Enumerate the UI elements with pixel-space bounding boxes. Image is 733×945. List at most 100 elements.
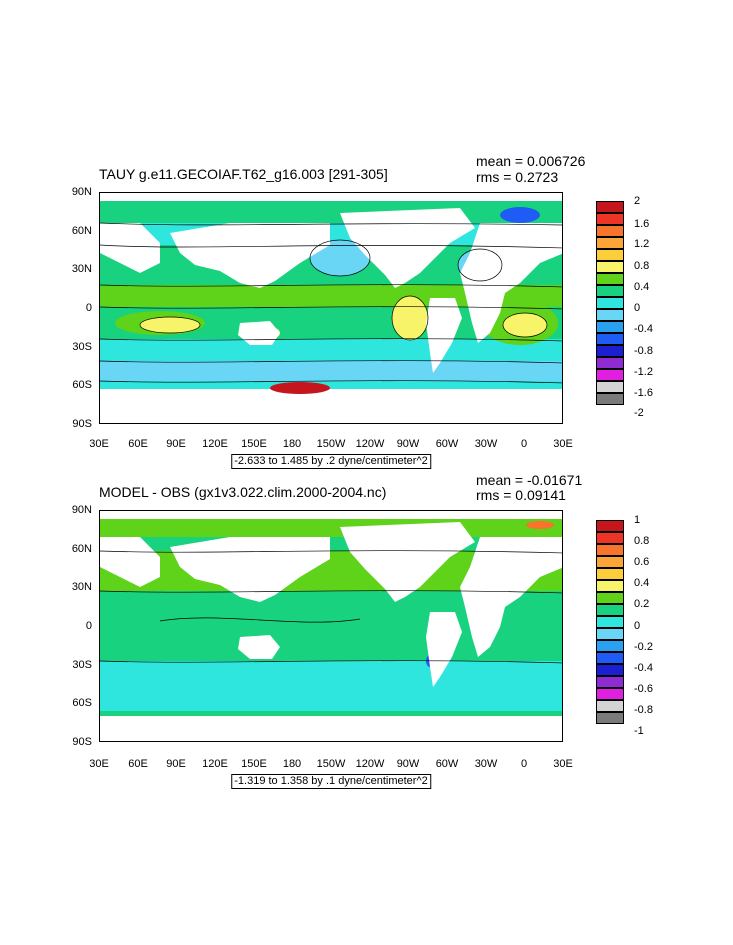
australia-land: [238, 635, 280, 659]
colorbar-label: 0.8: [634, 535, 650, 547]
contour-range-info: -1.319 to 1.358 by .1 dyne/centimeter^2: [231, 774, 431, 789]
antarctica-land: [100, 389, 562, 423]
lat-label-0: 0: [85, 620, 92, 632]
colorbar-label: 0: [634, 302, 641, 314]
colorbar-swatch: [596, 225, 624, 237]
colorbar-swatch: [596, 261, 624, 273]
ross-sea-strong: [270, 382, 330, 394]
world-map: [99, 510, 563, 742]
colorbar-label: 1.2: [634, 238, 650, 250]
colorbar-label: -0.8: [634, 345, 653, 357]
colorbar: [596, 201, 624, 413]
lon-label-120w: 120W: [355, 438, 385, 450]
colorbar-label: 2: [634, 195, 641, 207]
australia-land: [238, 321, 280, 345]
lon-label-30e-end: 30E: [553, 758, 573, 770]
colorbar-swatch: [596, 700, 624, 712]
asia-land: [170, 537, 330, 602]
colorbar-label: -0.8: [634, 704, 653, 716]
greenland-sea-neg: [500, 207, 540, 223]
colorbar-swatch: [596, 628, 624, 640]
colorbar-swatch: [596, 237, 624, 249]
colorbar-swatch: [596, 381, 624, 393]
lon-label-90w: 90W: [396, 758, 420, 770]
lon-label-30w: 30W: [474, 438, 498, 450]
colorbar-label: -2: [634, 407, 644, 419]
colorbar-swatch: [596, 201, 624, 213]
colorbar-swatch: [596, 568, 624, 580]
colorbar-swatch: [596, 532, 624, 544]
colorbar-label: 1.6: [634, 218, 650, 230]
colorbar-swatch: [596, 357, 624, 369]
lat-label-90n: 90N: [71, 186, 92, 198]
colorbar-swatch: [596, 249, 624, 261]
lon-label-0: 0: [520, 758, 528, 770]
lat-label-30n: 30N: [71, 581, 92, 593]
colorbar-swatch: [596, 285, 624, 297]
north-pacific-neg: [310, 240, 370, 276]
colorbar-label: 0: [634, 620, 641, 632]
ocean-band-southern-strong: [100, 361, 562, 381]
arctic-strong-pos: [526, 521, 554, 529]
lat-label-90n: 90N: [71, 504, 92, 516]
colorbar-swatch: [596, 309, 624, 321]
lat-label-60n: 60N: [71, 543, 92, 555]
lon-label-30w: 30W: [474, 758, 498, 770]
north-america-land: [340, 208, 475, 288]
lat-label-30s: 30S: [72, 659, 92, 671]
colorbar-label: -1: [634, 725, 644, 737]
lat-label-60s: 60S: [72, 697, 92, 709]
antarctica-land: [100, 716, 562, 741]
colorbar-swatch: [596, 640, 624, 652]
colorbar-swatch: [596, 688, 624, 700]
lon-label-150e: 150E: [241, 438, 267, 450]
ocean-band-arctic: [100, 519, 562, 537]
colorbar-swatch: [596, 345, 624, 357]
colorbar-swatch: [596, 369, 624, 381]
colorbar-swatch: [596, 321, 624, 333]
lon-label-150w: 150W: [316, 438, 346, 450]
lon-label-30e: 30E: [89, 438, 109, 450]
europe-west-land: [100, 223, 160, 273]
colorbar-swatch: [596, 333, 624, 345]
lon-label-60e: 60E: [128, 758, 148, 770]
lon-label-90e: 90E: [166, 758, 186, 770]
ocean-band-arctic: [100, 201, 562, 223]
colorbar-label: -0.4: [634, 323, 653, 335]
colorbar-label: -0.2: [634, 641, 653, 653]
colorbar-label: 1: [634, 514, 641, 526]
contour-lines: [100, 222, 562, 384]
panel-tauy: TAUY g.e11.GECOIAF.T62_g16.003 [291-305]…: [0, 150, 733, 470]
mean-value: mean = 0.006726: [476, 153, 586, 169]
arctic-cap: [100, 193, 562, 201]
colorbar-swatch: [596, 520, 624, 532]
rms-value: rms = 0.2723: [476, 169, 559, 185]
panel-title: MODEL - OBS (gx1v3.022.clim.2000-2004.nc…: [99, 484, 387, 500]
arctic-cap: [100, 511, 562, 519]
colorbar-swatch: [596, 604, 624, 616]
south-atlantic-strong: [503, 313, 547, 337]
colorbar-label: 0.8: [634, 260, 650, 272]
colorbar-label: 0.6: [634, 556, 650, 568]
panel-model-minus-obs: MODEL - OBS (gx1v3.022.clim.2000-2004.nc…: [0, 470, 733, 800]
lon-label-60e: 60E: [128, 438, 148, 450]
lon-label-90e: 90E: [166, 438, 186, 450]
asia-land: [170, 223, 330, 288]
lon-label-180: 180: [282, 758, 302, 770]
south-america-land: [426, 612, 462, 687]
lat-label-90s: 90S: [72, 418, 92, 430]
colorbar-label: 0.4: [634, 577, 650, 589]
colorbar-label: -0.6: [634, 683, 653, 695]
rms-value: rms = 0.09141: [476, 487, 566, 503]
europe-west-land: [100, 537, 160, 587]
contour-range-info: -2.633 to 1.485 by .2 dyne/centimeter^2: [231, 454, 431, 469]
lat-label-30s: 30S: [72, 341, 92, 353]
colorbar-swatch: [596, 664, 624, 676]
lon-label-0: 0: [520, 438, 528, 450]
lon-label-150e: 150E: [241, 758, 267, 770]
colorbar-swatch: [596, 712, 624, 724]
colorbar-swatch: [596, 676, 624, 688]
colorbar-swatch: [596, 580, 624, 592]
lon-label-180: 180: [282, 438, 302, 450]
lon-label-120e: 120E: [202, 438, 228, 450]
